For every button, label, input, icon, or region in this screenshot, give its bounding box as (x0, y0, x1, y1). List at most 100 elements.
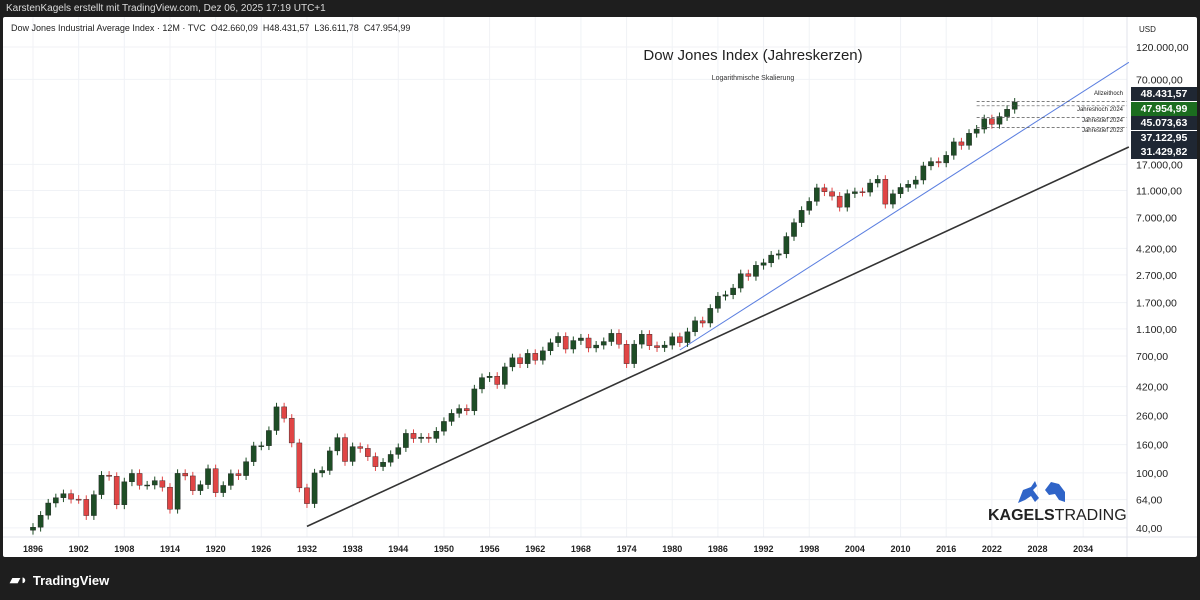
candle-body (684, 331, 691, 343)
candle-body (677, 336, 683, 343)
tradingview-logo-icon: ▰◗ (10, 572, 28, 587)
candle-body (928, 161, 934, 167)
candle-body (715, 295, 721, 309)
price-label: 45.073,63 (1131, 116, 1197, 130)
logo-text-bold: KAGELS (988, 507, 1055, 524)
candle-body (30, 527, 36, 531)
candle-body (311, 472, 318, 504)
candle-body (768, 254, 774, 264)
candle-body (775, 253, 782, 256)
candle-body (174, 473, 181, 510)
y-tick-label: 11.000,00 (1136, 186, 1182, 198)
x-tick-label: 1908 (114, 544, 134, 554)
candle-body (471, 388, 478, 412)
candle-body (646, 334, 653, 346)
candle-body (737, 273, 744, 289)
y-tick-label: 160,00 (1136, 440, 1168, 452)
candle-body (524, 353, 531, 364)
x-tick-label: 2022 (982, 544, 1002, 554)
candle-body (600, 341, 607, 346)
candle-body (334, 437, 341, 452)
candle-body (494, 376, 501, 385)
candle-body (83, 499, 90, 516)
x-tick-label: 1896 (23, 544, 43, 554)
candle-body (91, 494, 97, 516)
candle-body (372, 456, 379, 467)
candle-body (532, 353, 539, 361)
candle-body (37, 514, 44, 528)
candle-body (547, 342, 554, 352)
y-tick-label: 4.200,00 (1136, 243, 1177, 255)
candle-body (410, 433, 417, 439)
candle-body (760, 262, 767, 266)
candle-body (661, 344, 668, 348)
x-tick-label: 2016 (936, 544, 956, 554)
y-tick-label: 420,00 (1136, 382, 1168, 394)
attribution-bar: KarstenKagels erstellt mit TradingView.c… (6, 3, 326, 14)
candle-body (814, 187, 820, 202)
candlestick-chart[interactable]: 1896 1902 1908 1914 1920 1926 1932 1938 1944 1950… (3, 17, 1197, 557)
candle-body (958, 141, 965, 146)
candle-body (235, 473, 242, 476)
y-tick-label: 120.000,00 (1136, 42, 1189, 54)
candle-body (585, 337, 592, 349)
candle-body (106, 474, 112, 477)
candle-body (448, 413, 455, 422)
candle-body (121, 481, 128, 505)
candle-body (639, 334, 645, 345)
candle-body (707, 308, 714, 324)
candle-body (258, 445, 265, 447)
candle-body (570, 340, 577, 350)
x-tick-label: 1944 (388, 544, 408, 554)
y-tick-label: 1.700,00 (1136, 298, 1177, 310)
trendline-black (306, 146, 1130, 528)
candle-body (205, 468, 211, 485)
candle-body (463, 408, 470, 412)
candle-body (852, 191, 858, 194)
candle-body (890, 193, 896, 205)
candle-body (250, 445, 257, 462)
candle-body (699, 320, 706, 324)
level-label: Allzeithoch (1093, 91, 1123, 98)
x-tick-label: 2028 (1028, 544, 1048, 554)
tradingview-brand[interactable]: ▰◗ TradingView (10, 572, 109, 588)
candle-body (266, 430, 272, 446)
logo-text: KAGELSTRADING (988, 507, 1127, 525)
y-tick-label: 40,00 (1136, 523, 1162, 535)
x-tick-label: 2010 (891, 544, 911, 554)
candle-body (425, 436, 432, 439)
candle-body (540, 350, 546, 361)
y-tick-label: 7.000,00 (1136, 213, 1177, 225)
candle-body (905, 184, 911, 188)
x-tick-label: 2004 (845, 544, 865, 554)
candle-body (60, 493, 67, 498)
candle-body (829, 191, 835, 197)
chart-subtitle: Logarithmische Skalierung (711, 75, 795, 82)
trendline-blue (679, 61, 1130, 351)
bull-bear-icon (1018, 481, 1065, 503)
y-tick-label: 1.100,00 (1136, 324, 1177, 336)
x-tick-label: 2034 (1073, 544, 1093, 554)
y-tick-label: 2.700,00 (1136, 270, 1177, 282)
candle-body (996, 116, 1003, 125)
candle-body (319, 470, 325, 474)
x-tick-label: 1926 (251, 544, 271, 554)
candle-body (912, 179, 919, 185)
x-tick-label: 1968 (571, 544, 591, 554)
ohlc-open: O42.660,09 (210, 23, 258, 33)
candle-body (966, 133, 972, 146)
x-tick-label: 1980 (662, 544, 682, 554)
candle-body (593, 344, 599, 349)
candle-body (380, 462, 386, 467)
candle-body (151, 480, 158, 486)
candle-body (981, 118, 988, 130)
chart-panel[interactable]: 1896 1902 1908 1914 1920 1926 1932 1938 1944 1950… (3, 17, 1197, 557)
candle-body (45, 502, 52, 516)
candle-body (753, 265, 759, 277)
candle-body (98, 474, 105, 495)
x-tick-label: 1992 (754, 544, 774, 554)
candle-body (989, 118, 995, 125)
candle-body (798, 210, 805, 223)
candle-body (486, 376, 493, 378)
candle-body (159, 480, 166, 488)
